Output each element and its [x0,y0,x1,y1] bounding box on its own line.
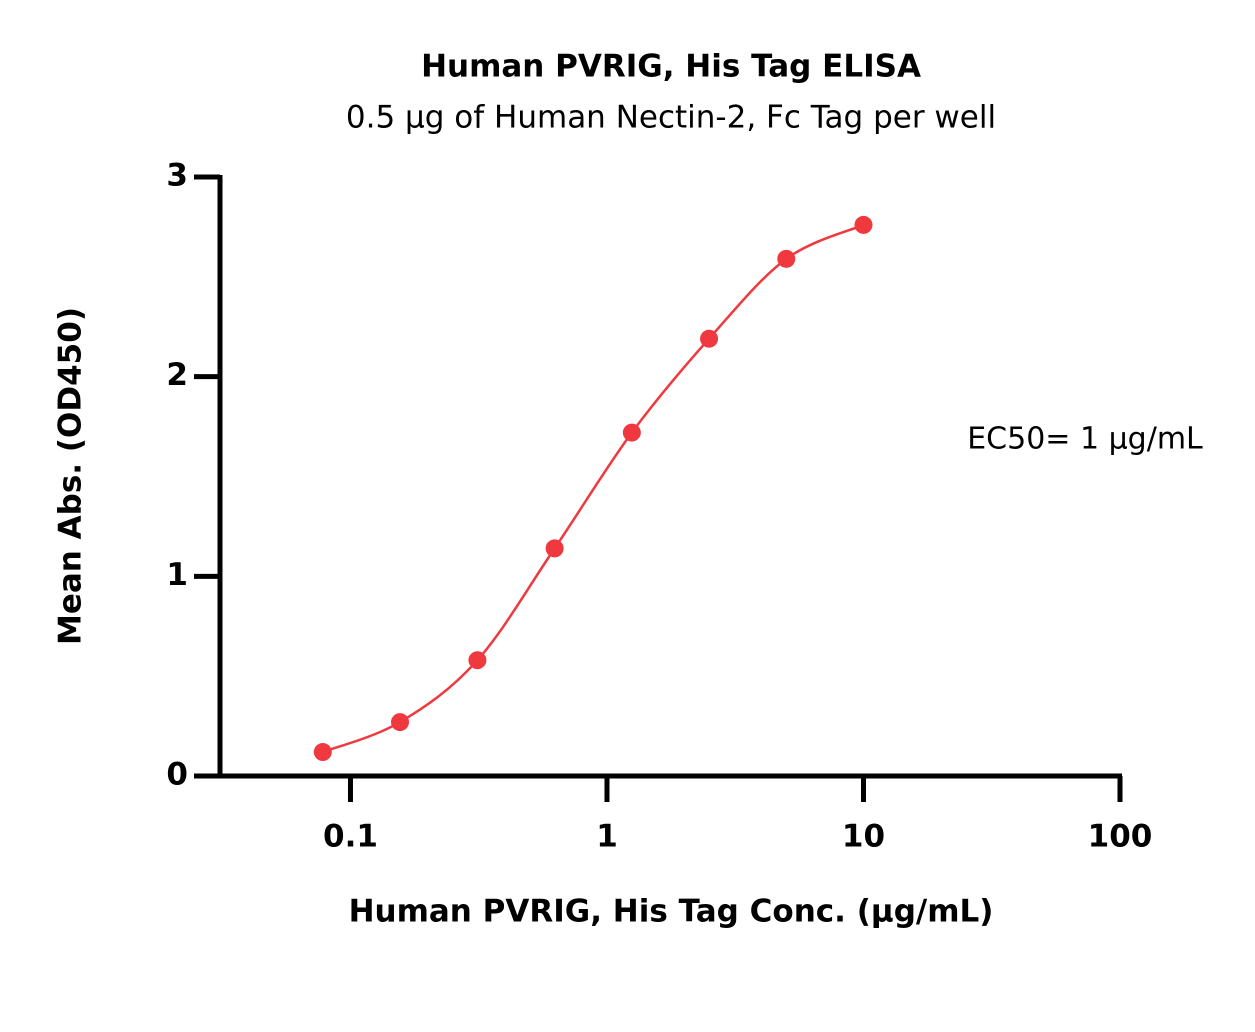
data-point [777,249,796,268]
y-tick-label: 2 [166,357,188,393]
data-point [468,651,487,670]
x-axis-label: Human PVRIG, His Tag Conc. (µg/mL) [349,894,994,930]
annotation: EC50= 1 µg/mL [967,422,1203,457]
chart-title: Human PVRIG, His Tag ELISA [421,49,921,85]
x-tick-label: 0.1 [323,819,378,855]
x-tick-label: 1 [596,819,618,855]
curve [322,223,864,754]
data-point [391,713,410,732]
y-tick-label: 0 [166,757,188,793]
x-tick-label: 10 [842,819,885,855]
x-tick-label: 100 [1088,819,1153,855]
data-point [622,423,641,442]
y-tick-label: 3 [166,158,188,194]
data-point [700,329,719,348]
y-tick-label: 1 [166,557,188,593]
data-point [545,539,564,558]
data-point [313,743,332,762]
chart-subtitle: 0.5 µg of Human Nectin-2, Fc Tag per wel… [346,100,996,136]
y-axis-label: Mean Abs. (OD450) [53,307,89,645]
data-point [854,215,873,234]
